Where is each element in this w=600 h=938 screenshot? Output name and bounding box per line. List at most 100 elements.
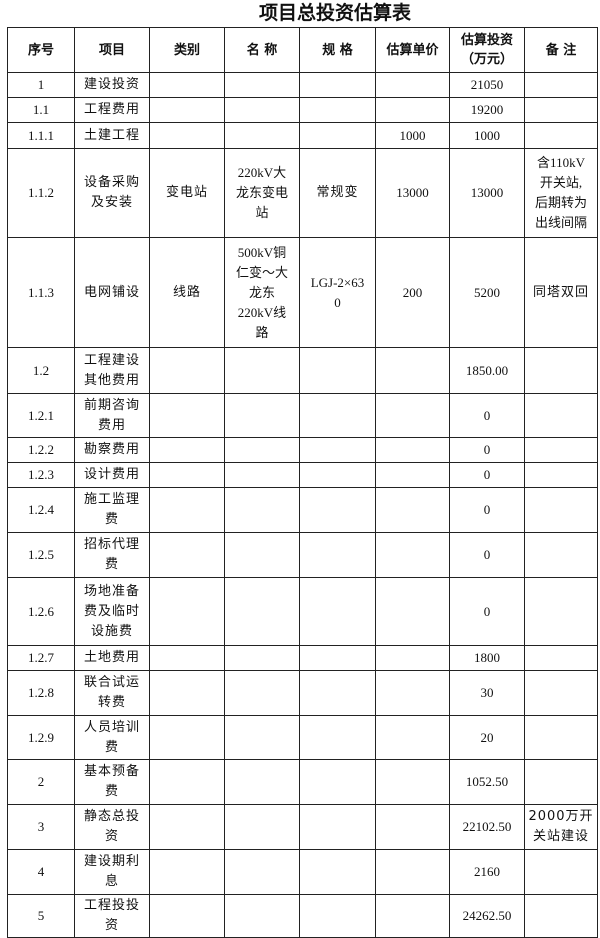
cell-spec: 常规变 [299, 148, 376, 238]
cell-name [224, 487, 300, 533]
cell-name [224, 670, 300, 716]
cell-item: 工程投投 资 [74, 894, 150, 938]
cell-serial-no: 1.2.6 [7, 577, 75, 646]
cell-serial-no: 4 [7, 849, 75, 895]
cell-spec [299, 72, 376, 98]
cell-serial-no: 1.1.3 [7, 237, 75, 348]
column-header-remarks: 备 注 [524, 27, 598, 73]
cell-serial-no: 2 [7, 759, 75, 805]
cell-serial-no: 1.1.1 [7, 122, 75, 149]
cell-estimated-investment: 20 [449, 715, 525, 760]
cell-remarks [524, 97, 598, 123]
cell-item: 工程费用 [74, 97, 150, 123]
cell-item: 工程建设 其他费用 [74, 347, 150, 394]
table-row: 5 工程投投 资 24262.50 [7, 894, 598, 938]
cell-unit-price: 1000 [375, 122, 450, 149]
cell-item: 人员培训 费 [74, 715, 150, 760]
cell-remarks: 同塔双回 [524, 237, 598, 348]
cell-remarks: 含110kV 开关站, 后期转为 出线间隔 [524, 148, 598, 238]
table-row: 1.1.2 设备采购 及安装 变电站 220kV大 龙东变电 站常规变 13000 130… [7, 148, 598, 238]
cell-estimated-investment: 0 [449, 437, 525, 463]
cell-remarks [524, 849, 598, 895]
table-row: 1.1.3 电网铺设 线路 500kV铜 仁变～大 龙东 220kV线 路 LGJ-2×… [7, 237, 598, 348]
cell-estimated-investment: 5200 [449, 237, 525, 348]
column-header-item: 项目 [74, 27, 150, 73]
cell-remarks [524, 577, 598, 646]
cell-item: 土地费用 [74, 645, 150, 671]
cell-remarks [524, 437, 598, 463]
cell-spec [299, 437, 376, 463]
cell-category [149, 462, 225, 488]
table-row: 1.2.7 土地费用 1800 [7, 645, 598, 671]
table-row: 1.2.9 人员培训 费 20 [7, 715, 598, 760]
cell-serial-no: 1.2.7 [7, 645, 75, 671]
cell-spec [299, 715, 376, 760]
cell-spec [299, 97, 376, 123]
table-row: 1.2.1 前期咨询 费用 0 [7, 393, 598, 438]
cell-estimated-investment: 0 [449, 393, 525, 438]
cell-category [149, 759, 225, 805]
cell-category [149, 97, 225, 123]
cell-unit-price [375, 347, 450, 394]
cell-unit-price [375, 532, 450, 578]
cell-spec [299, 759, 376, 805]
cell-item: 施工监理 费 [74, 487, 150, 533]
cell-serial-no: 5 [7, 894, 75, 938]
cell-category [149, 670, 225, 716]
cell-spec [299, 804, 376, 850]
cell-estimated-investment: 1850.00 [449, 347, 525, 394]
cell-item: 招标代理 费 [74, 532, 150, 578]
cell-item: 土建工程 [74, 122, 150, 149]
column-header-unit-price: 估算单价 [375, 27, 450, 73]
table-header-row: 序号 项目 类别名 称规 格估算单价 估算投资 （万元）备 注 [7, 27, 598, 73]
cell-unit-price [375, 715, 450, 760]
cell-spec [299, 645, 376, 671]
cell-serial-no: 1.1 [7, 97, 75, 123]
cell-name [224, 894, 300, 938]
cell-estimated-investment: 0 [449, 577, 525, 646]
cell-remarks [524, 645, 598, 671]
cell-estimated-investment: 1800 [449, 645, 525, 671]
table-row: 1.1.1 土建工程 1000 1000 [7, 122, 598, 149]
cell-spec [299, 393, 376, 438]
cell-spec [299, 122, 376, 149]
column-header-estimated-investment: 估算投资 （万元） [449, 27, 525, 73]
cell-name [224, 72, 300, 98]
cell-item: 设计费用 [74, 462, 150, 488]
cell-name [224, 532, 300, 578]
cell-category [149, 487, 225, 533]
cell-remarks [524, 462, 598, 488]
cell-estimated-investment: 30 [449, 670, 525, 716]
cell-unit-price [375, 894, 450, 938]
cell-spec [299, 670, 376, 716]
cell-item: 联合试运 转费 [74, 670, 150, 716]
table-row: 1.2 工程建设 其他费用 1850.00 [7, 347, 598, 394]
cell-category [149, 894, 225, 938]
cell-spec [299, 487, 376, 533]
cell-unit-price [375, 670, 450, 716]
cell-category [149, 577, 225, 646]
cell-name [224, 347, 300, 394]
cell-unit-price: 13000 [375, 148, 450, 238]
cell-item: 电网铺设 [74, 237, 150, 348]
cell-unit-price: 200 [375, 237, 450, 348]
column-header-serial-no: 序号 [7, 27, 75, 73]
cell-unit-price [375, 645, 450, 671]
cell-unit-price [375, 487, 450, 533]
cell-unit-price [375, 759, 450, 805]
table-title: 项目总投资估算表 [258, 2, 411, 24]
cell-estimated-investment: 0 [449, 487, 525, 533]
cell-category [149, 804, 225, 850]
cell-category [149, 122, 225, 149]
cell-name [224, 437, 300, 463]
cell-name [224, 122, 300, 149]
cell-estimated-investment: 22102.50 [449, 804, 525, 850]
cell-item: 勘察费用 [74, 437, 150, 463]
cell-unit-price [375, 97, 450, 123]
cell-name [224, 645, 300, 671]
cell-name [224, 804, 300, 850]
cell-name: 500kV铜 仁变～大 龙东 220kV线 路 [224, 237, 300, 348]
table-row: 1.2.6 场地准备 费及临时 设施费 0 [7, 577, 598, 646]
cell-estimated-investment: 2160 [449, 849, 525, 895]
cell-unit-price [375, 462, 450, 488]
